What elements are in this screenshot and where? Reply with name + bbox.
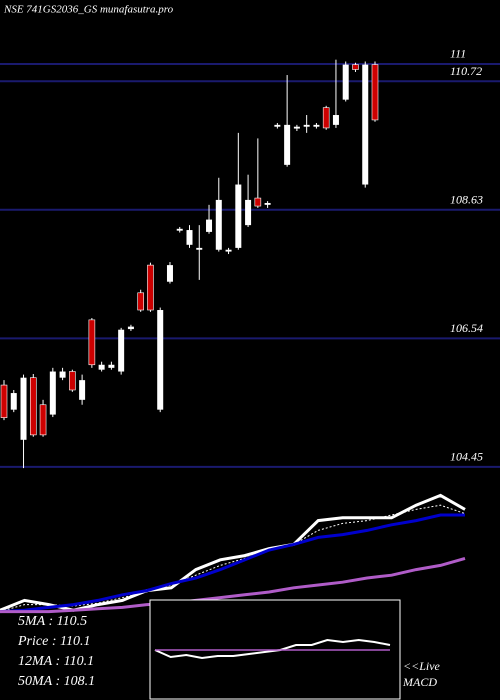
candle-body (157, 310, 164, 410)
candle-body (322, 107, 330, 129)
candle-body (29, 377, 37, 436)
price-level-label: 106.54 (450, 321, 483, 335)
candle-body (362, 64, 369, 185)
indicator-line (0, 556, 466, 614)
candle-body (264, 202, 271, 205)
candle-body (274, 124, 281, 127)
candle-body (245, 199, 252, 226)
candle-body (332, 115, 339, 125)
candle-body (59, 371, 66, 378)
info-label: Price : 110.1 (17, 634, 90, 649)
candle-body (225, 249, 232, 252)
candle-body (313, 124, 320, 127)
indicator-line (0, 493, 466, 612)
info-label: 12MA : 110.1 (18, 654, 94, 669)
price-level-label: 111 (450, 47, 466, 61)
candle-body (342, 64, 349, 100)
candle-body (147, 264, 154, 311)
candle-body (196, 247, 203, 250)
candle-body (49, 371, 56, 415)
candle-body (108, 364, 115, 368)
price-level-label: 110.72 (450, 64, 482, 78)
candle-body (284, 124, 291, 165)
chart-title: NSE 741GS2036_GS munafasutra.pro (3, 4, 174, 16)
candle-body (20, 377, 27, 440)
indicator-line (154, 638, 391, 660)
candle-body (303, 124, 310, 127)
candle-body (0, 384, 8, 418)
candle-body (98, 364, 105, 370)
candle-body (176, 228, 183, 231)
candle-body (88, 319, 96, 366)
candle-body (69, 371, 76, 391)
info-label: 5MA : 110.5 (18, 614, 87, 629)
candle-body (10, 393, 17, 410)
candle-body (352, 64, 359, 70)
candle-body (371, 64, 379, 121)
price-level-label: 104.45 (450, 450, 483, 464)
candle-body (235, 184, 242, 248)
candle-body (186, 230, 193, 245)
indicator-line (0, 513, 465, 614)
candle-body (293, 126, 300, 129)
info-label: 50MA : 108.1 (18, 674, 95, 689)
candle-body (215, 199, 222, 250)
candle-body (206, 219, 213, 232)
candle-body (137, 292, 144, 311)
candle-body (127, 326, 134, 330)
candle-body (39, 404, 47, 436)
candle-body (79, 380, 86, 400)
candle-body (118, 329, 125, 372)
price-level-label: 108.63 (450, 193, 483, 207)
candle-body (166, 265, 173, 282)
indicator-line (0, 504, 466, 613)
live-label: <<Live (403, 659, 441, 673)
candle-body (254, 197, 262, 207)
macd-label: MACD (402, 675, 437, 689)
